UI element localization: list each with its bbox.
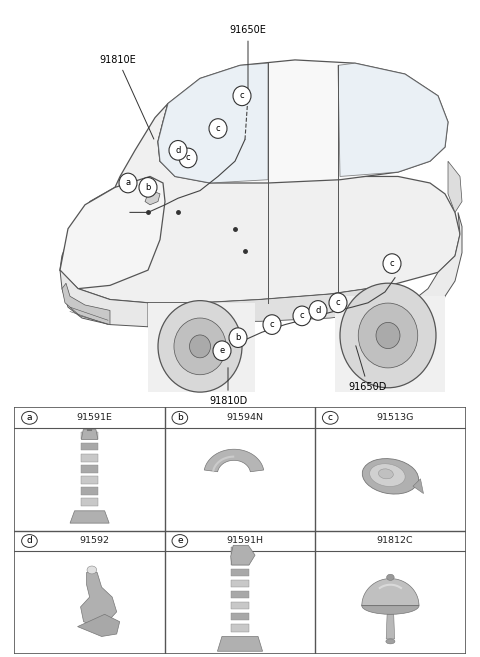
Polygon shape [81, 499, 98, 506]
Circle shape [169, 141, 187, 160]
Polygon shape [70, 511, 109, 523]
Polygon shape [81, 465, 98, 472]
Circle shape [190, 335, 211, 358]
Text: 91650E: 91650E [229, 26, 266, 93]
Text: c: c [300, 311, 304, 321]
Polygon shape [81, 430, 98, 440]
Polygon shape [335, 296, 445, 392]
Polygon shape [386, 614, 395, 639]
Polygon shape [145, 191, 160, 205]
Text: 91810D: 91810D [209, 368, 247, 406]
Polygon shape [81, 443, 98, 451]
Polygon shape [217, 637, 263, 651]
Text: e: e [219, 346, 225, 355]
Text: d: d [26, 537, 32, 545]
Text: a: a [27, 413, 32, 422]
Polygon shape [158, 60, 448, 183]
Polygon shape [60, 177, 165, 288]
Polygon shape [231, 569, 249, 576]
Polygon shape [231, 579, 249, 587]
Text: e: e [177, 537, 183, 545]
Polygon shape [60, 103, 460, 303]
Text: b: b [145, 183, 151, 192]
Circle shape [386, 574, 394, 580]
Circle shape [158, 301, 242, 392]
Text: 91591H: 91591H [226, 537, 263, 545]
Text: c: c [270, 320, 274, 329]
Polygon shape [148, 285, 390, 321]
Text: c: c [216, 124, 220, 133]
Polygon shape [231, 624, 249, 631]
Polygon shape [448, 161, 462, 212]
Circle shape [340, 283, 436, 388]
Circle shape [229, 328, 247, 348]
Polygon shape [60, 270, 148, 327]
Polygon shape [338, 63, 448, 177]
Circle shape [119, 173, 137, 193]
Polygon shape [81, 476, 98, 484]
Polygon shape [81, 572, 117, 627]
Polygon shape [231, 545, 255, 565]
Text: b: b [177, 413, 183, 422]
Text: 91594N: 91594N [226, 413, 263, 422]
Text: d: d [175, 146, 180, 155]
Polygon shape [81, 432, 98, 440]
Text: c: c [240, 91, 244, 101]
Circle shape [233, 86, 251, 106]
Polygon shape [204, 449, 264, 472]
Polygon shape [62, 283, 110, 325]
Polygon shape [231, 591, 249, 599]
Ellipse shape [362, 459, 419, 494]
Text: 91650D: 91650D [349, 346, 387, 392]
Polygon shape [413, 479, 423, 493]
Circle shape [22, 535, 37, 547]
Circle shape [172, 411, 188, 424]
Polygon shape [158, 63, 268, 183]
Polygon shape [362, 579, 419, 606]
Circle shape [383, 254, 401, 273]
Polygon shape [390, 212, 462, 336]
Polygon shape [231, 613, 249, 620]
Polygon shape [148, 303, 255, 392]
Text: c: c [186, 154, 190, 162]
Polygon shape [78, 614, 120, 637]
Text: b: b [235, 333, 240, 342]
Circle shape [376, 323, 400, 349]
Text: c: c [390, 259, 394, 268]
Circle shape [309, 301, 327, 320]
Circle shape [22, 411, 37, 424]
Ellipse shape [386, 639, 395, 644]
Circle shape [213, 341, 231, 361]
Polygon shape [81, 487, 98, 495]
Circle shape [323, 411, 338, 424]
Text: a: a [125, 179, 131, 187]
Circle shape [139, 177, 157, 197]
Circle shape [358, 303, 418, 368]
Text: 91591E: 91591E [76, 413, 112, 422]
Circle shape [329, 293, 347, 313]
Circle shape [209, 119, 227, 139]
Ellipse shape [362, 597, 419, 614]
Circle shape [293, 306, 311, 326]
Circle shape [263, 315, 281, 334]
Ellipse shape [378, 469, 393, 479]
Text: c: c [328, 413, 333, 422]
Text: 91812C: 91812C [377, 537, 413, 545]
Circle shape [174, 318, 226, 374]
Text: c: c [336, 298, 340, 307]
Text: d: d [315, 306, 321, 315]
Circle shape [179, 148, 197, 168]
Polygon shape [231, 602, 249, 610]
Circle shape [87, 566, 96, 574]
Text: 91592: 91592 [79, 537, 109, 545]
Text: 91513G: 91513G [376, 413, 414, 422]
Polygon shape [231, 547, 249, 554]
Polygon shape [231, 558, 249, 565]
Polygon shape [81, 454, 98, 461]
Circle shape [172, 535, 188, 547]
Text: 91810E: 91810E [100, 55, 154, 139]
Ellipse shape [370, 464, 405, 486]
